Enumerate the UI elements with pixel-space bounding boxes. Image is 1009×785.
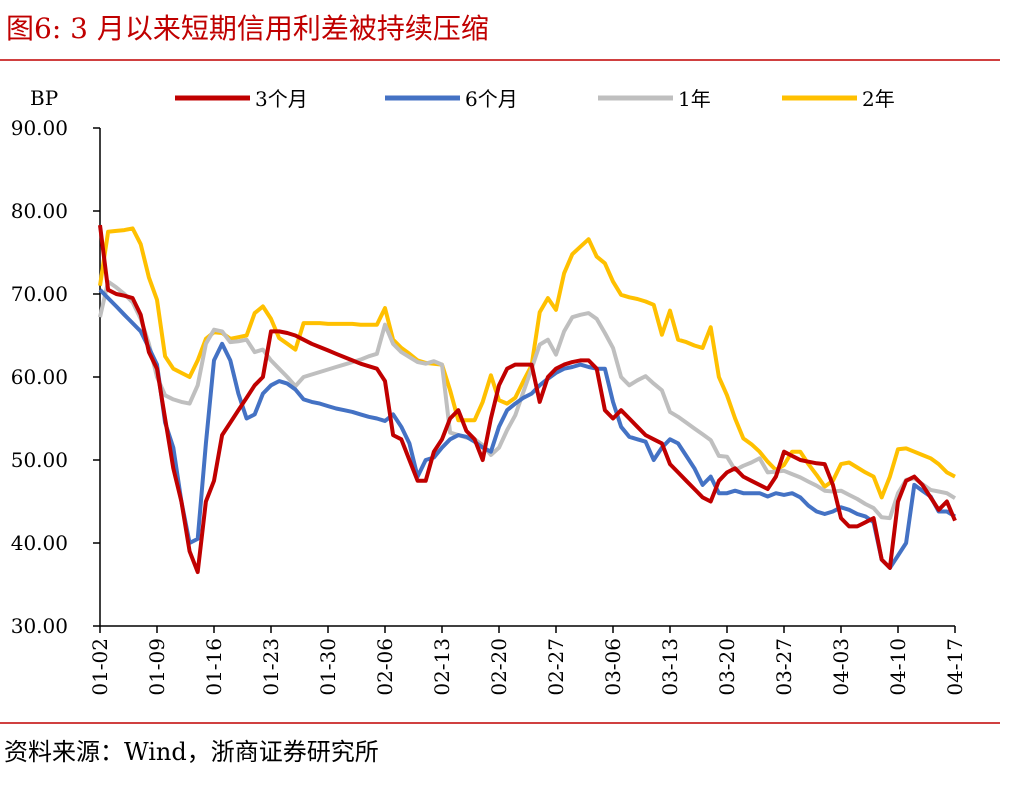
legend-label: 6个月 [465, 87, 518, 111]
y-tick-label: 40.00 [11, 531, 68, 555]
y-axis-label: BP [30, 86, 58, 110]
x-tick-label: 02-27 [544, 638, 568, 696]
series-line [98, 224, 957, 574]
x-tick-label: 01-09 [145, 638, 169, 696]
x-tick-label: 03-06 [601, 638, 625, 696]
y-tick-label: 30.00 [11, 614, 68, 638]
x-tick-label: 03-27 [772, 638, 796, 696]
chart-title: 图6: 3 月以来短期信用利差被持续压缩 [6, 12, 489, 45]
legend-label: 3个月 [255, 87, 308, 111]
y-tick-label: 90.00 [11, 116, 68, 140]
y-tick-label: 60.00 [11, 365, 68, 389]
y-tick-label: 80.00 [11, 199, 68, 223]
y-tick-label: 70.00 [11, 282, 68, 306]
x-tick-label: 04-10 [886, 638, 910, 696]
series-line [98, 279, 957, 521]
x-tick-label: 01-23 [259, 638, 283, 696]
series-line [98, 226, 956, 500]
legend-label: 1年 [678, 87, 711, 111]
x-tick-label: 04-03 [829, 638, 853, 696]
x-tick-label: 04-17 [943, 638, 967, 696]
x-tick-label: 01-16 [202, 638, 226, 696]
x-tick-label: 01-30 [316, 638, 340, 696]
source: 资料来源：Wind，浙商证券研究所 [4, 738, 379, 766]
x-tick-label: 02-06 [373, 638, 397, 696]
x-tick-label: 03-13 [658, 638, 682, 696]
x-tick-label: 03-20 [715, 638, 739, 696]
x-tick-label: 01-02 [88, 638, 112, 696]
legend-label: 2年 [862, 87, 895, 111]
x-tick-label: 02-13 [430, 638, 454, 696]
x-tick-label: 02-20 [487, 638, 511, 696]
y-tick-label: 50.00 [11, 448, 68, 472]
